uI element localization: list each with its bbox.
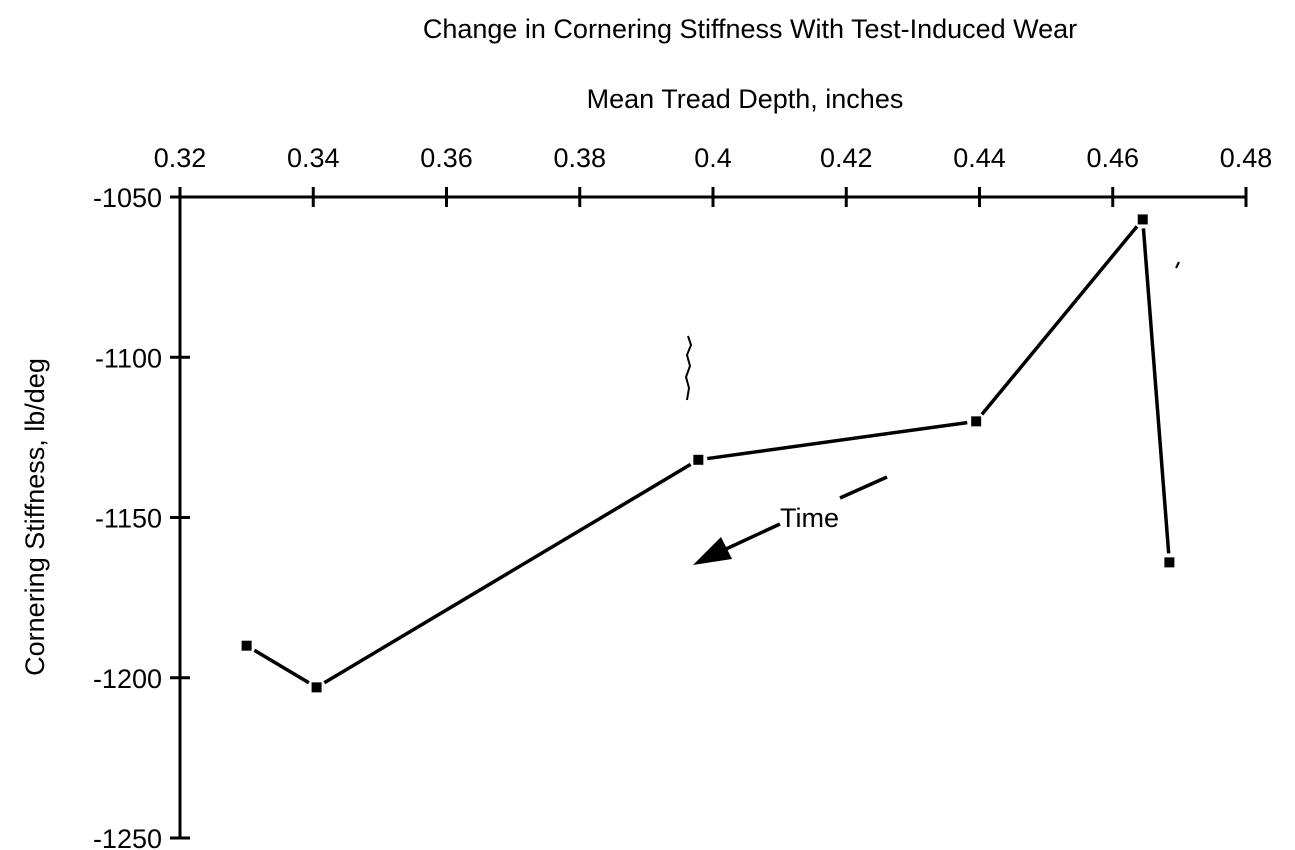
series-segment: [323, 462, 692, 685]
data-point-marker: [241, 640, 252, 651]
data-point-marker: [971, 416, 982, 427]
data-point-marker: [693, 454, 704, 465]
series-segment: [980, 225, 1139, 416]
y-tick-label: -1150: [95, 504, 162, 534]
series-segment: [707, 420, 968, 461]
x-tick-label: 0.34: [287, 143, 340, 173]
x-tick-label: 0.48: [1220, 143, 1273, 173]
data-series: [241, 214, 1175, 693]
series-segment: [1141, 228, 1171, 554]
x-tick-label: 0.44: [953, 143, 1006, 173]
x-tick-label: 0.46: [1086, 143, 1139, 173]
x-tick-label: 0.36: [420, 143, 473, 173]
x-tick-label: 0.42: [820, 143, 873, 173]
y-tick-label: -1100: [95, 343, 162, 373]
x-tick-label: 0.4: [694, 143, 732, 173]
y-tick-label: -1200: [93, 664, 162, 694]
scan-mark: [684, 335, 693, 401]
y-axis-label: Cornering Stiffness, lb/deg: [20, 358, 50, 676]
y-axis-ticks: -1050 -1100 -1150 -1200 -1250: [93, 183, 190, 850]
x-axis-ticks: 0.32 0.34 0.36 0.38 0.4 0.42 0.44 0.46 0.48: [154, 143, 1273, 207]
data-point-marker: [1137, 214, 1148, 225]
scan-artifacts: [684, 261, 1180, 401]
y-tick-label: -1250: [93, 824, 162, 850]
scan-speck: [1175, 261, 1180, 269]
x-tick-label: 0.32: [154, 143, 207, 173]
series-segment: [253, 648, 310, 685]
y-tick-label: -1050: [93, 183, 162, 213]
axes: [178, 195, 1246, 838]
data-point-marker: [311, 682, 322, 693]
x-tick-label: 0.38: [553, 143, 606, 173]
x-axis-label: Mean Tread Depth, inches: [587, 84, 904, 114]
time-arrow-tail: [839, 475, 888, 500]
time-annotation: Time: [693, 475, 888, 565]
data-point-marker: [1164, 557, 1175, 568]
time-arrow-head: [693, 537, 732, 565]
chart-title: Change in Cornering Stiffness With Test-…: [423, 14, 1077, 44]
time-annotation-label: Time: [780, 503, 839, 533]
time-arrow-shaft: [725, 522, 781, 551]
